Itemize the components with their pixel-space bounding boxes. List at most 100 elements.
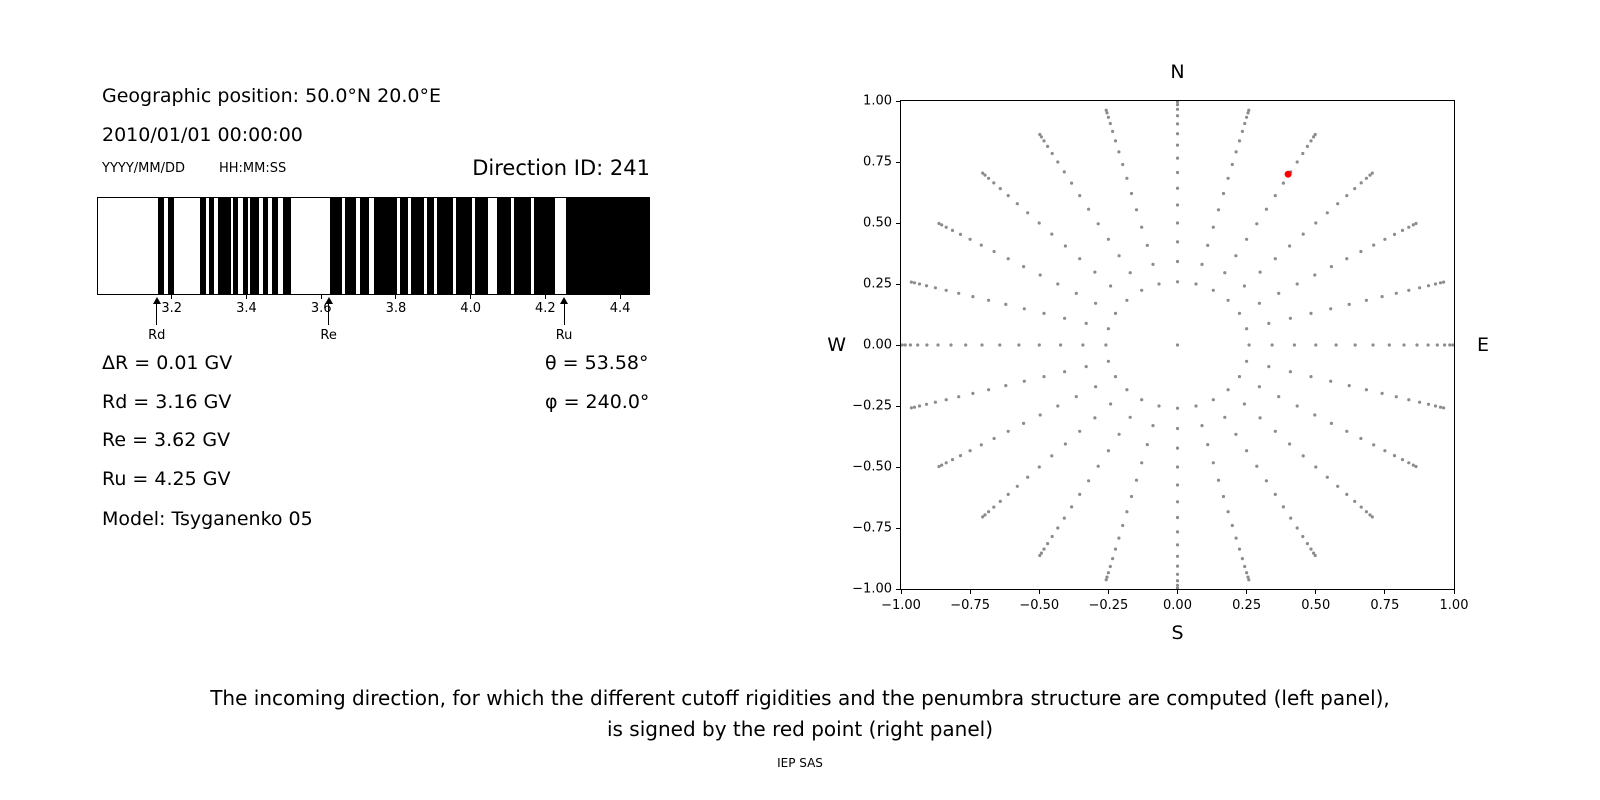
x-tick-mark [395,295,397,299]
direction-grid-point [1175,586,1180,590]
penumbra-band [243,198,248,294]
x-tick-label: 4.2 [535,301,556,316]
direction-grid-point [1140,398,1144,402]
direction-grid-point [1267,321,1271,325]
direction-grid-point [1226,388,1230,392]
direction-grid-point [1400,228,1405,232]
direction-grid-point [1364,510,1368,514]
cutoff-arrow-re [324,297,333,325]
direction-grid-point [1240,557,1244,561]
direction-grid-point [1125,388,1129,392]
direction-grid-point [1106,571,1110,575]
compass-south-label: S [1171,622,1184,644]
direction-grid-point [1022,379,1026,383]
direction-grid-point [1111,129,1115,133]
x-tick-mark [320,295,322,299]
direction-grid-point [1353,499,1357,503]
direction-grid-point [1392,232,1397,236]
direction-grid-point [1059,343,1063,347]
direction-grid-point [1230,523,1234,528]
direction-grid-point [1056,404,1060,408]
direction-grid-point [1121,162,1125,167]
arrow-head-icon [560,297,569,304]
direction-grid-point [983,513,987,517]
direction-grid-point [1347,302,1351,306]
direction-grid-point [1004,302,1008,306]
direction-grid-point [1258,416,1262,420]
penumbra-chart: 3.2 3.4 3.6 3.8 4.0 4.2 4.4 Rd Re Ru [97,197,650,357]
penumbra-band [209,198,215,294]
direction-grid-point [944,288,948,292]
penumbra-band [437,198,453,294]
direction-grid-point [1175,259,1180,264]
direction-grid-point [1245,327,1249,331]
direction-grid-point [1125,176,1129,180]
direction-grid-point [1157,282,1161,286]
direction-grid-point [1314,221,1318,225]
direction-grid-point [1128,271,1132,275]
direction-grid-point [1234,254,1238,258]
direction-grid-point [1175,446,1180,450]
selected-direction-point [1284,170,1292,178]
direction-grid-point [1175,240,1180,244]
compass-west-label: W [827,334,846,356]
direction-grid-point [1087,207,1091,211]
direction-grid-point [1038,273,1042,277]
direction-grid-point [1039,135,1043,139]
direction-grid-point [957,395,961,399]
direction-grid-point [1175,132,1180,136]
direction-grid-point [1113,375,1118,379]
direction-grid-point [1039,551,1043,555]
direction-grid-point [909,406,913,410]
y-tick-mark [896,344,900,346]
direction-grid-point [1175,583,1180,587]
direction-grid-point [1407,398,1411,402]
penumbra-band [513,198,532,294]
direction-grid-point [1234,536,1238,540]
direction-grid-point [1345,492,1349,496]
direction-grid-point [925,343,929,347]
direction-grid-point [1273,492,1277,496]
direction-grid-point [1063,370,1067,374]
y-tick-label: −1.00 [852,581,892,597]
direction-grid-point [1288,370,1292,374]
direction-grid-point [1309,139,1313,143]
direction-grid-point [1050,151,1054,156]
arrow-stem [156,304,158,325]
direction-grid-point [1106,449,1110,453]
arrow-head-icon [152,297,161,304]
direction-grid-point [1194,282,1198,286]
direction-grid-point [1313,553,1317,558]
direction-grid-point [1106,237,1110,241]
direction-grid-point [1312,551,1316,555]
direction-grid-point [1359,505,1363,509]
cutoff-arrow-ru [560,297,569,325]
direction-grid-point [1359,249,1363,254]
direction-grid-point [908,343,912,347]
direction-grid-point [1345,429,1349,433]
direction-grid-point [1415,343,1419,347]
x-tick-mark [470,295,472,299]
direction-grid-point [1277,395,1281,399]
direction-grid-point [1056,282,1060,286]
direction-grid-point [1125,298,1129,302]
penumbra-band [411,198,424,294]
direction-grid-point [937,464,941,469]
datetime-value: 2010/01/01 00:00:00 [102,124,303,146]
direction-grid-point [936,343,940,347]
direction-grid-point [1295,404,1299,408]
direction-grid-point [1301,232,1305,236]
direction-grid-point [1037,343,1041,347]
direction-grid-point [1151,424,1155,428]
direction-chart: −1.00 −0.75 −0.50 −0.25 0.00 0.25 0.50 0.75 1.00… [852,94,1468,614]
direction-grid-point [1056,160,1060,164]
direction-grid-point [1246,111,1250,115]
direction-grid-point [1211,288,1215,292]
direction-grid-point [1247,108,1251,112]
direction-grid-point [992,436,996,441]
direction-grid-point [1145,243,1149,247]
direction-grid-point [1104,578,1108,582]
x-tick-label: 0.25 [1232,598,1262,613]
cutoff-label-ru: Ru [555,328,573,343]
direction-grid-point [1314,343,1318,347]
